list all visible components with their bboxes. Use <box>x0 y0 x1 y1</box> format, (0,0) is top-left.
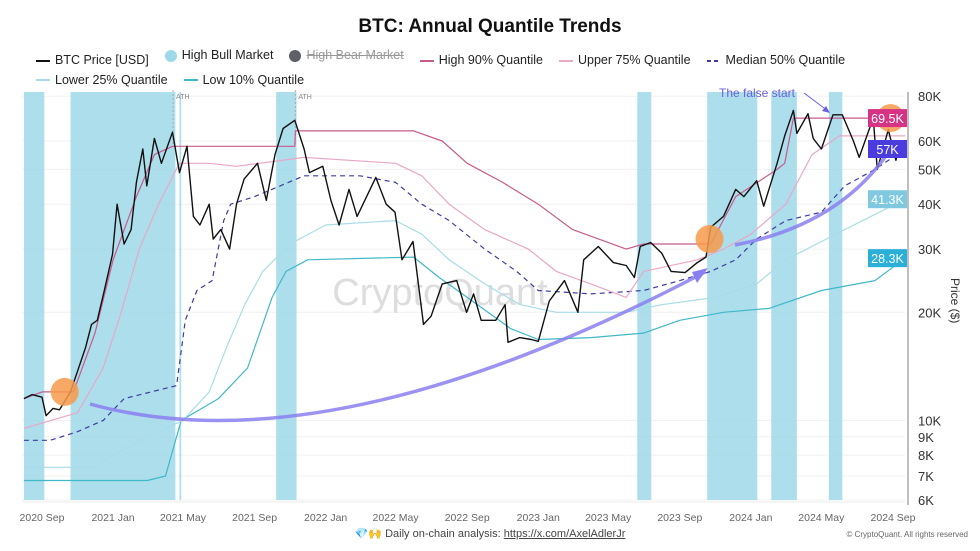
legend-label: Upper 75% Quantile <box>577 53 691 67</box>
arrowhead-icon <box>692 268 708 283</box>
x-tick-label: 2021 Jan <box>91 512 134 524</box>
legend-label: High Bear Market <box>306 48 404 62</box>
legend-label: Low 10% Quantile <box>202 72 305 87</box>
bull-market-band <box>23 92 45 500</box>
x-tick-label: 2022 Jan <box>304 512 347 524</box>
legend-label: BTC Price [USD] <box>55 53 149 67</box>
legend-dot-icon <box>164 49 177 62</box>
bull-market-band <box>70 92 176 500</box>
legend-line-icon <box>36 59 50 62</box>
y-tick-label: 60K <box>918 134 941 149</box>
y-tick-label: 20K <box>918 305 941 320</box>
legend-line-icon <box>36 79 50 81</box>
last-value-badge <box>868 190 907 209</box>
series-line-upper-75-quantile <box>23 135 906 429</box>
legend-label: High Bull Market <box>181 48 274 62</box>
x-tick-label: 2023 Jan <box>517 512 560 524</box>
bull-market-band <box>276 92 297 500</box>
x-tick-label: 2024 May <box>798 512 845 524</box>
y-axis-title: Price ($) <box>948 278 962 323</box>
ath-label: ATH <box>298 94 311 101</box>
legend-line-icon <box>558 59 573 62</box>
y-tick-label: 8K <box>918 448 934 463</box>
legend: BTC Price [USD] High Bull Market High Bear… <box>36 47 956 89</box>
y-tick-label: 40K <box>918 197 941 212</box>
x-tick-label: 2024 Jan <box>729 512 772 524</box>
trend-arc-arrow <box>89 270 706 423</box>
y-tick-label: 10K <box>918 413 941 428</box>
legend-item[interactable]: Lower 25% Quantile <box>36 72 168 89</box>
y-tick-label: 80K <box>918 89 941 104</box>
footer-text: Daily on-chain analysis: <box>385 528 504 540</box>
x-tick-label: 2024 Sep <box>871 512 916 524</box>
highlight-circle <box>695 225 724 254</box>
last-value-badge <box>868 109 907 128</box>
legend-label: High 90% Quantile <box>438 53 543 67</box>
series-line-lower-25-quantile <box>23 198 906 468</box>
footer-link[interactable]: https://x.com/AxelAdlerJr <box>503 528 626 540</box>
y-tick-label: 9K <box>918 430 934 445</box>
legend-item[interactable]: Median 50% Quantile <box>706 52 846 69</box>
x-tick-label: 2021 May <box>160 512 207 524</box>
watermark-logo: CryptoQuant <box>332 272 548 314</box>
legend-item[interactable]: High Bull Market <box>164 47 274 64</box>
series-line-high-90-quantile <box>23 117 906 400</box>
bull-market-band <box>771 92 797 500</box>
highlight-circle <box>50 377 79 406</box>
arrowhead-icon <box>822 106 830 113</box>
y-tick-label: 30K <box>918 242 941 257</box>
last-value-label: 28.3K <box>871 252 904 266</box>
ath-label: ATH <box>176 94 189 101</box>
legend-item[interactable]: BTC Price [USD] <box>36 52 149 69</box>
legend-label: Lower 25% Quantile <box>55 72 168 87</box>
legend-line-icon <box>419 59 434 62</box>
legend-label: Median 50% Quantile <box>725 53 846 67</box>
y-tick-label: 6K <box>918 493 934 508</box>
legend-item[interactable]: High Bear Market <box>289 47 404 64</box>
bull-market-band <box>637 92 652 500</box>
last-value-label: 57K <box>876 143 899 157</box>
last-value-badge <box>868 139 907 158</box>
x-tick-label: 2021 Sep <box>232 512 277 524</box>
copyright: © CryptoQuant. All rights reserved <box>846 530 969 539</box>
series-line-btc-price-usd- <box>23 109 902 417</box>
legend-line-icon <box>183 79 198 81</box>
footer: 💎🙌 Daily on-chain analysis: https://x.co… <box>0 527 980 540</box>
series-line-low-10-quantile <box>23 256 906 482</box>
x-tick-label: 2023 May <box>585 512 632 524</box>
bull-market-band <box>707 92 758 500</box>
legend-line-icon <box>706 59 721 62</box>
last-value-badge <box>868 249 907 268</box>
y-tick-label: 7K <box>918 469 934 484</box>
trend-arc-arrow <box>734 149 892 247</box>
legend-item[interactable]: Upper 75% Quantile <box>558 52 691 69</box>
false-start-annotation: The false start <box>719 86 796 100</box>
legend-item[interactable]: Low 10% Quantile <box>183 72 305 89</box>
last-value-label: 69.5K <box>871 112 904 126</box>
annotation-pointer <box>803 92 829 112</box>
bull-market-band <box>828 92 843 500</box>
x-tick-label: 2023 Sep <box>657 512 702 524</box>
footer-emoji: 💎🙌 <box>354 528 383 540</box>
legend-item[interactable]: High 90% Quantile <box>419 52 543 69</box>
x-tick-label: 2020 Sep <box>20 512 65 524</box>
chart-title: BTC: Annual Quantile Trends <box>358 16 622 37</box>
bull-market-band <box>179 92 182 500</box>
legend-dot-icon <box>289 49 302 62</box>
last-value-label: 41.3K <box>871 193 904 207</box>
x-tick-label: 2022 May <box>373 512 420 524</box>
x-tick-label: 2022 Sep <box>445 512 490 524</box>
y-tick-label: 50K <box>918 162 941 177</box>
